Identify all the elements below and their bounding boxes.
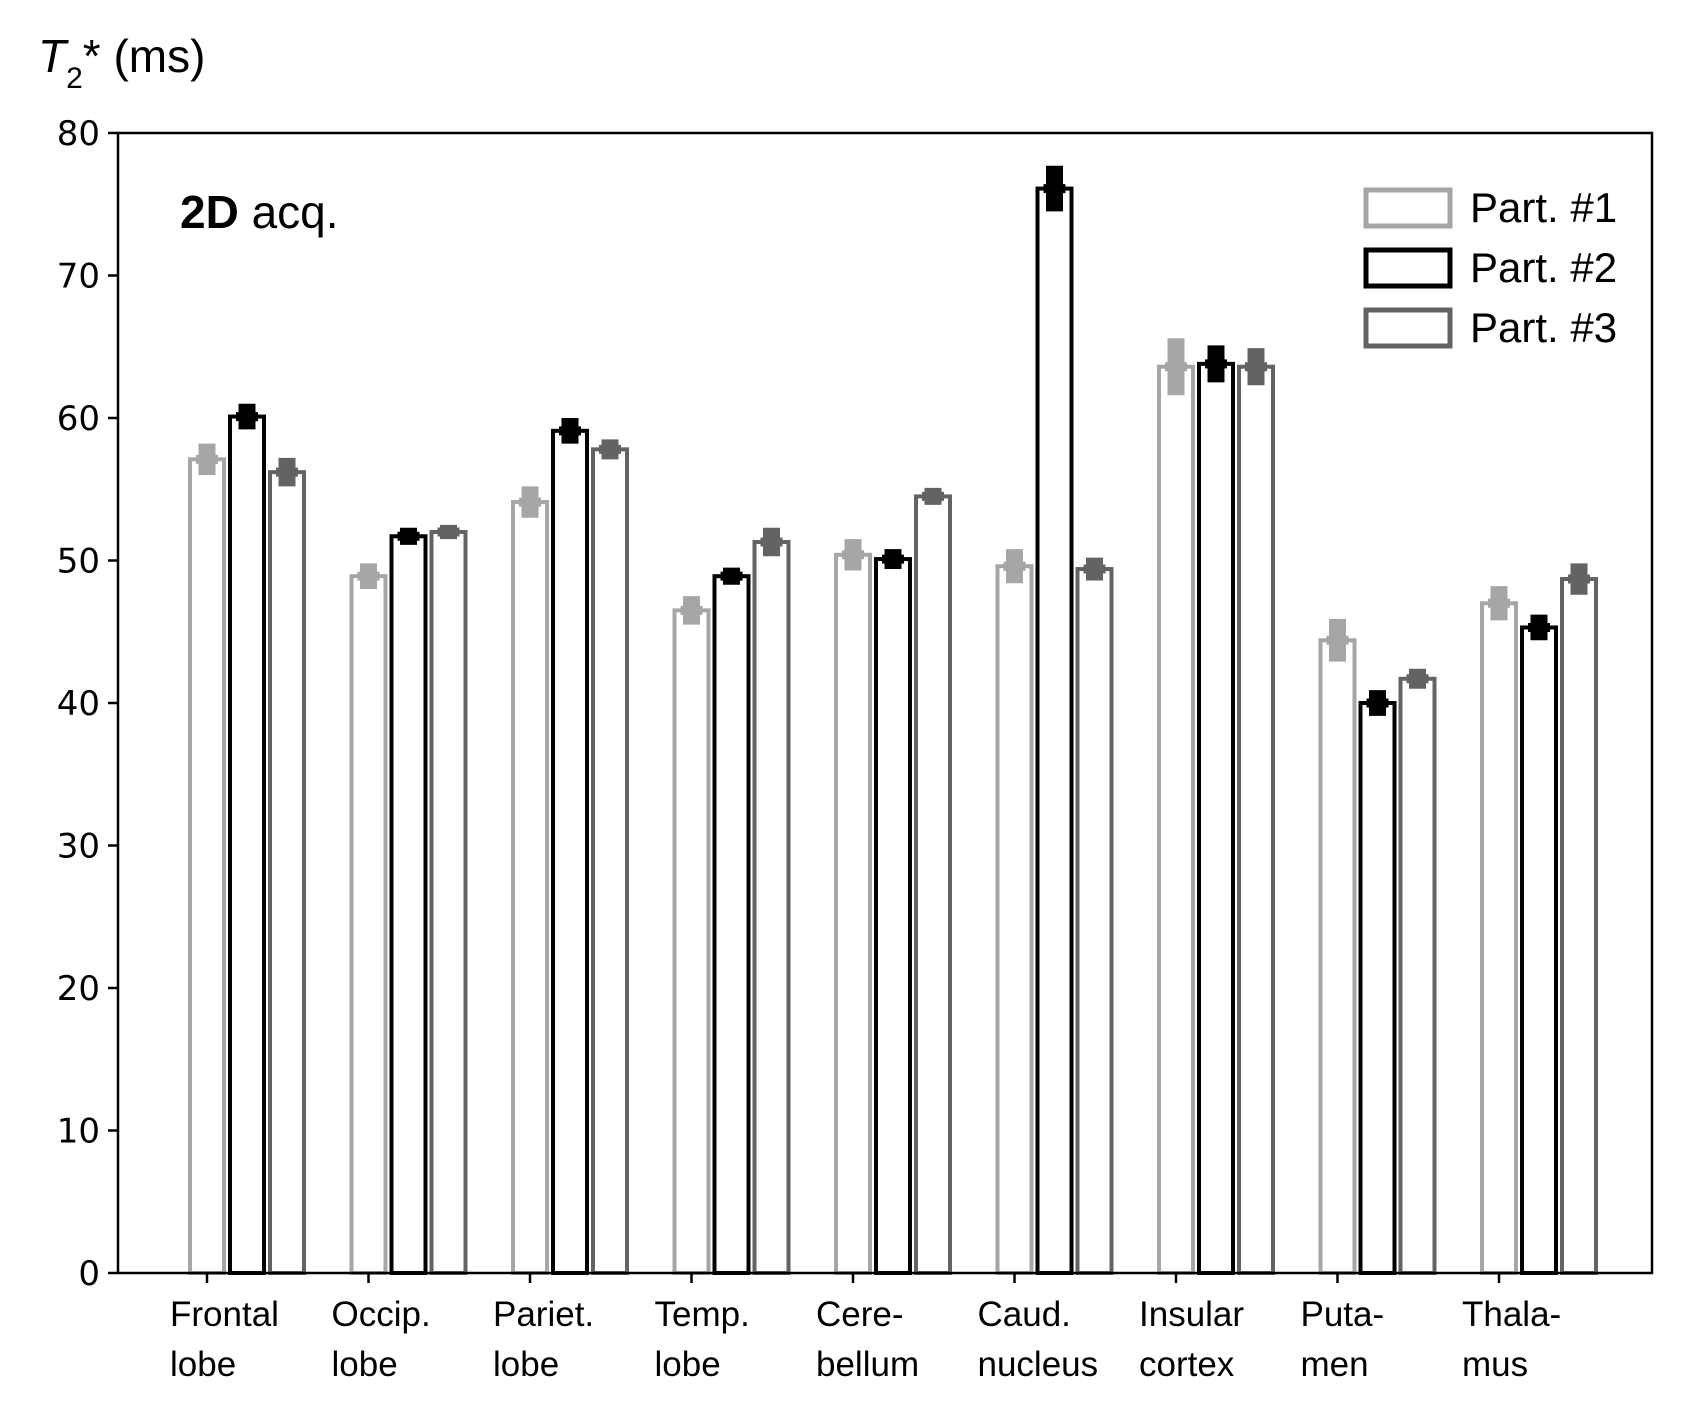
x-tick-label: Puta-	[1301, 1295, 1385, 1334]
y-axis-label-symbol: T	[38, 30, 69, 82]
y-axis: 0 10 20 30 40 50 60 70 80	[57, 114, 118, 1294]
y-axis-label: T2* (ms)	[38, 30, 205, 95]
legend-label-1: Part. #1	[1470, 184, 1617, 231]
bar-3-9	[1560, 577, 1598, 1275]
bar-2-5	[874, 557, 912, 1275]
bar-2-8	[1358, 701, 1397, 1275]
bar-1-7	[1157, 364, 1195, 1275]
x-tick-label: Frontal	[170, 1295, 279, 1334]
annotation-rest: acq.	[239, 186, 339, 238]
y-tick-label: 70	[57, 257, 100, 297]
y-tick-label: 10	[57, 1112, 100, 1152]
bar-1-8	[1318, 638, 1357, 1275]
legend-swatch-3	[1363, 307, 1453, 349]
x-tick-label: Thala-	[1462, 1295, 1561, 1334]
x-tick-label: men	[1301, 1345, 1369, 1384]
x-tick-label: lobe	[332, 1345, 398, 1384]
bar-2-3	[551, 428, 589, 1275]
bar-3-8	[1398, 676, 1437, 1275]
bar-3-7	[1237, 364, 1275, 1275]
x-tick-label: mus	[1462, 1345, 1528, 1384]
bar-3-6	[1075, 567, 1114, 1275]
bar-1-2	[349, 574, 388, 1275]
x-axis: Frontal lobe Occip. lobe Pariet. lobe Temp. lob…	[170, 1273, 1561, 1384]
legend-swatch-2	[1363, 247, 1453, 289]
x-tick-label: lobe	[493, 1345, 559, 1384]
bar-1-9	[1480, 601, 1518, 1275]
x-tick-label: cortex	[1139, 1345, 1235, 1384]
bar-2-1	[228, 414, 266, 1275]
bar-2-6	[1035, 186, 1074, 1276]
bar-2-9	[1520, 625, 1558, 1275]
bar-3-1	[268, 470, 306, 1275]
x-tick-label: Occip.	[332, 1295, 431, 1334]
bar-1-1	[188, 457, 226, 1275]
x-tick-label: lobe	[655, 1345, 721, 1384]
y-tick-label: 80	[57, 114, 100, 154]
x-tick-label: Cere-	[816, 1295, 904, 1334]
acquisition-annotation: 2D acq.	[180, 186, 339, 238]
y-axis-label-suffix: * (ms)	[83, 30, 206, 82]
bar-3-5	[914, 494, 952, 1275]
bar-2-4	[712, 574, 751, 1275]
legend: Part. #1 Part. #2 Part. #3	[1363, 184, 1617, 351]
bar-3-3	[591, 447, 629, 1276]
y-tick-label: 0	[78, 1254, 100, 1294]
annotation-bold: 2D	[180, 186, 239, 238]
x-tick-label: Pariet.	[493, 1295, 594, 1334]
x-tick-label: lobe	[170, 1345, 236, 1384]
bar-1-5	[834, 552, 872, 1275]
bar-3-4	[752, 539, 791, 1275]
bar-1-4	[672, 608, 711, 1275]
x-tick-label: Caud.	[978, 1295, 1071, 1334]
x-tick-label: Insular	[1139, 1295, 1244, 1334]
x-tick-label: nucleus	[978, 1345, 1099, 1384]
y-tick-label: 20	[57, 969, 100, 1009]
y-tick-label: 40	[57, 684, 100, 724]
legend-label-3: Part. #3	[1470, 304, 1617, 351]
y-tick-label: 50	[57, 542, 100, 582]
legend-swatch-1	[1363, 187, 1453, 229]
y-tick-label: 30	[57, 827, 100, 867]
bar-1-6	[995, 564, 1034, 1275]
bar-2-7	[1197, 361, 1235, 1276]
bar-3-2	[429, 530, 468, 1275]
y-axis-label-subscript: 2	[66, 62, 83, 95]
x-tick-label: Temp.	[655, 1295, 750, 1334]
bars-layer	[188, 186, 1598, 1276]
legend-label-2: Part. #2	[1470, 244, 1617, 291]
y-tick-label: 60	[57, 399, 100, 439]
x-tick-label: bellum	[816, 1345, 919, 1384]
bar-1-3	[511, 500, 549, 1275]
error-bars-layer	[196, 165, 1590, 716]
bar-2-2	[389, 534, 428, 1275]
